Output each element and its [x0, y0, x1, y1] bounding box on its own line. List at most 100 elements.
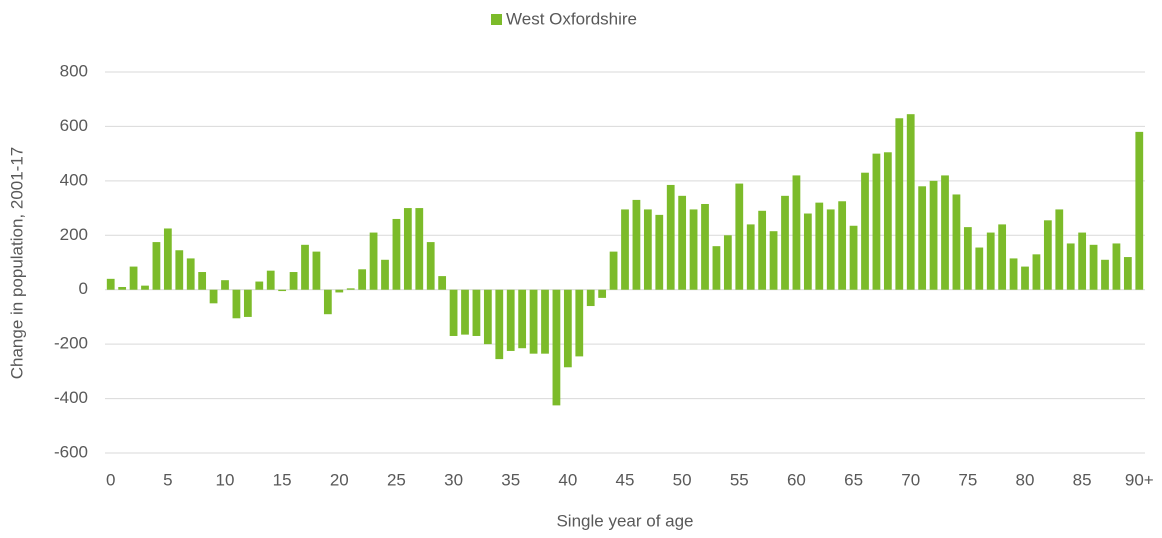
bar [678, 195, 687, 290]
bar [781, 195, 789, 290]
bar [118, 286, 127, 290]
bar [472, 289, 481, 336]
bar [209, 289, 218, 304]
x-tick-label: 0 [106, 470, 115, 489]
bar [1078, 232, 1087, 290]
bar [518, 289, 527, 349]
bar [221, 280, 229, 290]
bar [689, 209, 698, 290]
bar [255, 281, 264, 290]
bar [1055, 209, 1064, 290]
bar [792, 175, 801, 290]
x-tick-label: 85 [1073, 470, 1092, 489]
bar [358, 269, 367, 290]
bar [712, 246, 721, 290]
bar [918, 186, 927, 290]
bar [815, 202, 824, 290]
bar [1112, 243, 1121, 290]
bar [392, 218, 401, 290]
y-tick-label: 800 [60, 61, 88, 80]
bar [769, 231, 778, 290]
bar [163, 228, 172, 290]
bar [643, 209, 652, 290]
bar [403, 208, 412, 290]
x-tick-label: 40 [558, 470, 577, 489]
bar [415, 208, 424, 290]
x-tick-label: 5 [163, 470, 172, 489]
y-tick-label: 0 [79, 279, 88, 298]
x-tick-label: 60 [787, 470, 806, 489]
y-axis-title: Change in population, 2001-17 [7, 147, 26, 380]
bar [323, 289, 332, 315]
x-tick-label: 55 [730, 470, 749, 489]
x-tick-label: 15 [273, 470, 292, 489]
bar [701, 203, 709, 290]
bar [621, 209, 629, 290]
bar [655, 214, 664, 290]
x-tick-label: 45 [616, 470, 635, 489]
x-axis-title: Single year of age [556, 511, 693, 530]
bar [632, 199, 641, 290]
bar [1101, 259, 1109, 290]
bar [1066, 243, 1075, 290]
bar [575, 289, 584, 357]
bar [483, 289, 492, 345]
bar [449, 289, 458, 336]
legend-swatch [491, 14, 502, 25]
bar [335, 289, 344, 293]
bar [495, 289, 504, 360]
y-tick-label: -200 [54, 334, 88, 353]
bar [186, 258, 195, 290]
bar [1043, 220, 1052, 290]
bar [563, 289, 572, 368]
bar [461, 289, 469, 335]
y-tick-label: -600 [54, 442, 88, 461]
bar [952, 194, 961, 290]
x-tick-label: 20 [330, 470, 349, 489]
bar [986, 232, 995, 290]
bar [129, 266, 138, 290]
bar [1021, 266, 1029, 290]
y-tick-label: -400 [54, 388, 88, 407]
x-tick-label: 80 [1016, 470, 1035, 489]
x-tick-label: 30 [444, 470, 463, 489]
bar [141, 285, 149, 290]
bar [381, 259, 389, 290]
x-tick-label: 65 [844, 470, 863, 489]
y-tick-label: 400 [60, 170, 88, 189]
bar [312, 251, 321, 290]
x-tick-label: 10 [216, 470, 235, 489]
bar [552, 289, 561, 406]
bar [1089, 244, 1098, 290]
bar [529, 289, 538, 354]
bar [106, 278, 115, 290]
bar [346, 288, 355, 290]
bar [723, 235, 732, 290]
bar [369, 232, 378, 290]
bar [929, 180, 938, 290]
bar [198, 272, 207, 290]
x-tick-label: 90+ [1125, 470, 1154, 489]
y-tick-label: 200 [60, 225, 88, 244]
bar [232, 289, 241, 319]
bar [861, 172, 869, 290]
x-tick-label: 50 [673, 470, 692, 489]
bar [758, 210, 767, 290]
legend-label: West Oxfordshire [506, 9, 637, 28]
bar [826, 209, 835, 290]
bar [838, 201, 847, 290]
bar [746, 224, 755, 290]
y-tick-label: 600 [60, 116, 88, 135]
bar [941, 175, 949, 290]
bar [598, 289, 607, 298]
bar [895, 118, 904, 290]
bar [906, 114, 915, 290]
bar [849, 225, 858, 290]
bar [541, 289, 549, 354]
bar [243, 289, 252, 317]
bar [883, 152, 892, 290]
bar [438, 276, 447, 290]
x-tick-label: 25 [387, 470, 406, 489]
bar [301, 244, 309, 290]
